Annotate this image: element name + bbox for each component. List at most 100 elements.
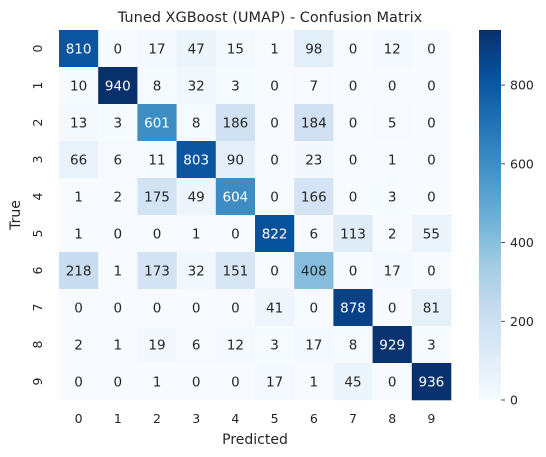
heatmap-cell <box>176 252 217 290</box>
cell-value-label: 1 <box>270 42 279 58</box>
cell-value-label: 0 <box>349 264 358 280</box>
cell-value-label: 0 <box>231 227 240 243</box>
heatmap-cell <box>215 67 256 105</box>
cell-value-label: 175 <box>144 190 170 206</box>
heatmap-cell <box>59 252 99 290</box>
heatmap-cell <box>372 215 413 253</box>
heatmap-cell <box>333 289 373 327</box>
y-tick-label: 1 <box>30 82 45 90</box>
cell-value-label: 1 <box>153 375 162 391</box>
cell-value-label: 1 <box>388 153 397 169</box>
heatmap-cell <box>294 67 334 105</box>
cell-value-label: 822 <box>262 227 288 243</box>
cell-value-label: 90 <box>227 153 244 169</box>
cell-value-label: 151 <box>223 264 249 280</box>
cell-value-label: 0 <box>349 116 358 132</box>
cell-value-label: 113 <box>340 227 366 243</box>
heatmap-cell <box>411 326 452 364</box>
cell-value-label: 601 <box>144 116 170 132</box>
heatmap-cell <box>137 141 177 179</box>
cell-value-label: 0 <box>114 227 123 243</box>
cell-value-label: 13 <box>70 116 87 132</box>
cell-value-label: 166 <box>301 190 327 206</box>
y-tick-labels: 0 1 2 3 4 5 6 7 8 9 <box>30 44 45 385</box>
heatmap-cell <box>59 289 99 327</box>
colorbar <box>479 30 501 400</box>
heatmap-cell <box>176 215 217 253</box>
heatmap-cell <box>372 363 413 401</box>
cell-value-label: 184 <box>301 116 327 132</box>
cell-value-label: 2 <box>74 338 83 354</box>
cell-value-label: 8 <box>192 116 201 132</box>
colorbar-tick-label: 200 <box>510 314 534 329</box>
colorbar-tick-label: 600 <box>510 156 534 171</box>
heatmap-cell <box>98 104 138 142</box>
heatmap-cell <box>137 178 177 216</box>
heatmap-cell <box>372 178 413 216</box>
cell-value-label: 0 <box>114 42 123 58</box>
heatmap-cell <box>137 30 177 68</box>
y-tick-label: 4 <box>30 192 45 200</box>
cell-value-label: 0 <box>427 264 436 280</box>
y-tick-label: 7 <box>30 304 45 312</box>
heatmap-cell <box>137 215 177 253</box>
heatmap-cell <box>98 326 138 364</box>
y-axis-label: True <box>8 200 24 231</box>
heatmap-cell <box>294 141 334 179</box>
heatmap-cell <box>98 178 138 216</box>
heatmap-cell <box>333 30 373 68</box>
heatmap-cell <box>372 289 413 327</box>
heatmap-cell <box>59 178 99 216</box>
heatmap-cell <box>333 326 373 364</box>
heatmap-cell <box>411 289 452 327</box>
cell-value-label: 2 <box>114 190 123 206</box>
colorbar-tick-labels: 0 200 400 600 800 <box>501 78 534 408</box>
cell-value-label: 0 <box>192 301 201 317</box>
heatmap-cell <box>294 289 334 327</box>
x-tick-label: 4 <box>231 411 239 426</box>
heatmap-cell <box>294 104 334 142</box>
heatmap-cell <box>215 141 256 179</box>
cell-value-label: 0 <box>427 42 436 58</box>
cell-value-label: 0 <box>153 227 162 243</box>
chart-title: Tuned XGBoost (UMAP) - Confusion Matrix <box>117 10 423 26</box>
heatmap-cell <box>215 326 256 364</box>
cell-value-label: 0 <box>192 375 201 391</box>
cell-value-label: 186 <box>223 116 249 132</box>
cell-value-label: 3 <box>270 338 279 354</box>
x-tick-labels: 0 1 2 3 4 5 6 7 8 9 <box>75 411 436 426</box>
x-tick-label: 6 <box>310 411 318 426</box>
cell-value-label: 1 <box>310 375 319 391</box>
heatmap-cell <box>215 178 256 216</box>
cell-value-label: 12 <box>384 42 401 58</box>
heatmap-cell <box>333 67 373 105</box>
heatmap-cell <box>411 67 452 105</box>
cell-value-label: 940 <box>105 79 131 95</box>
cell-value-label: 8 <box>153 79 162 95</box>
heatmap-cell <box>176 104 217 142</box>
cell-value-label: 0 <box>349 190 358 206</box>
heatmap-cell <box>176 326 217 364</box>
heatmap-cell <box>59 363 99 401</box>
cell-value-label: 66 <box>70 153 87 169</box>
heatmap-cell <box>176 289 217 327</box>
cell-value-label: 0 <box>349 153 358 169</box>
heatmap-cell <box>137 67 177 105</box>
y-tick-label: 0 <box>30 44 45 52</box>
heatmap-cell <box>333 215 373 253</box>
cell-value-label: 1 <box>192 227 201 243</box>
x-tick-label: 8 <box>388 411 396 426</box>
heatmap-cell <box>98 141 138 179</box>
heatmap-cell <box>255 178 295 216</box>
cell-value-label: 17 <box>266 375 283 391</box>
y-tick-label: 2 <box>30 119 45 127</box>
heatmap-cell <box>255 30 295 68</box>
cell-value-label: 55 <box>423 227 440 243</box>
cell-value-label: 17 <box>384 264 401 280</box>
cell-value-label: 0 <box>231 375 240 391</box>
heatmap-cell <box>255 67 295 105</box>
heatmap-cell <box>294 215 334 253</box>
heatmap-cell <box>255 326 295 364</box>
heatmap-cell <box>294 252 334 290</box>
